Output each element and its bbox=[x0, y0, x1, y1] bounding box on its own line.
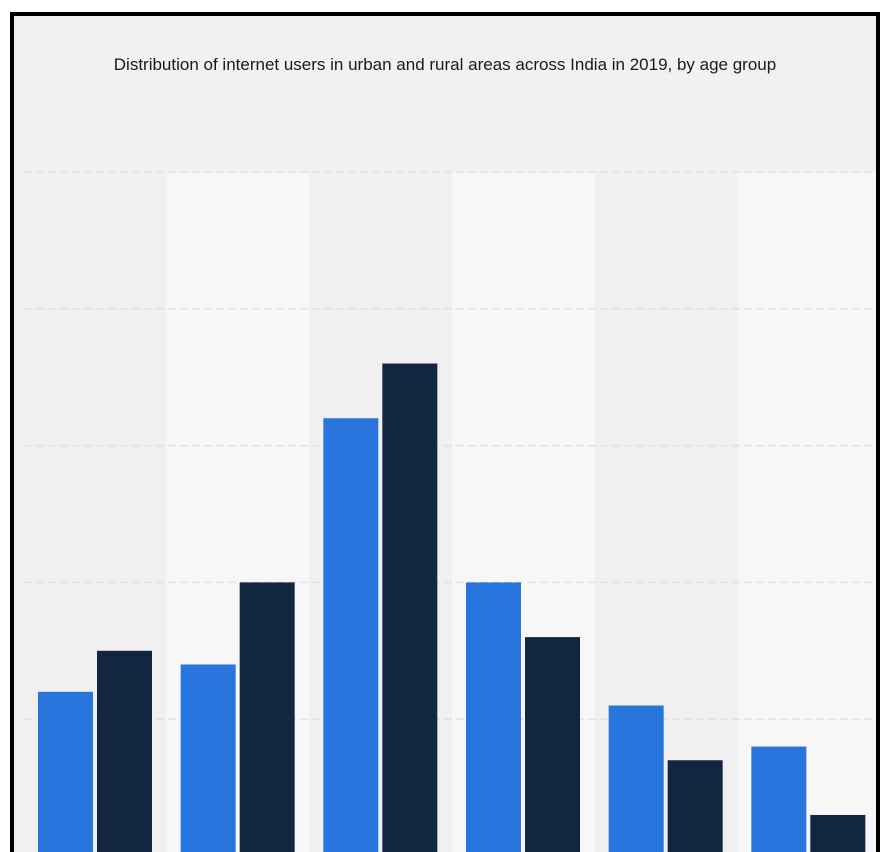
bar-series-2[interactable] bbox=[97, 650, 152, 852]
bar-series-2[interactable] bbox=[667, 760, 723, 852]
chart-title: Distribution of internet users in urban … bbox=[113, 55, 777, 74]
column-band bbox=[737, 172, 876, 852]
bar-series-2[interactable] bbox=[239, 582, 295, 852]
bar-series-2[interactable] bbox=[525, 637, 580, 852]
bar-series-1[interactable] bbox=[323, 418, 379, 852]
bar-series-1[interactable] bbox=[180, 664, 236, 852]
bar-chart bbox=[24, 171, 876, 852]
bar-series-1[interactable] bbox=[608, 705, 664, 852]
bar-series-1[interactable] bbox=[38, 691, 93, 852]
bar-series-2[interactable] bbox=[382, 363, 438, 852]
chart-frame: Distribution of internet users in urban … bbox=[10, 12, 880, 852]
bar-series-1[interactable] bbox=[751, 746, 807, 852]
bar-series-1[interactable] bbox=[466, 582, 521, 852]
bar-series-2[interactable] bbox=[810, 814, 866, 852]
